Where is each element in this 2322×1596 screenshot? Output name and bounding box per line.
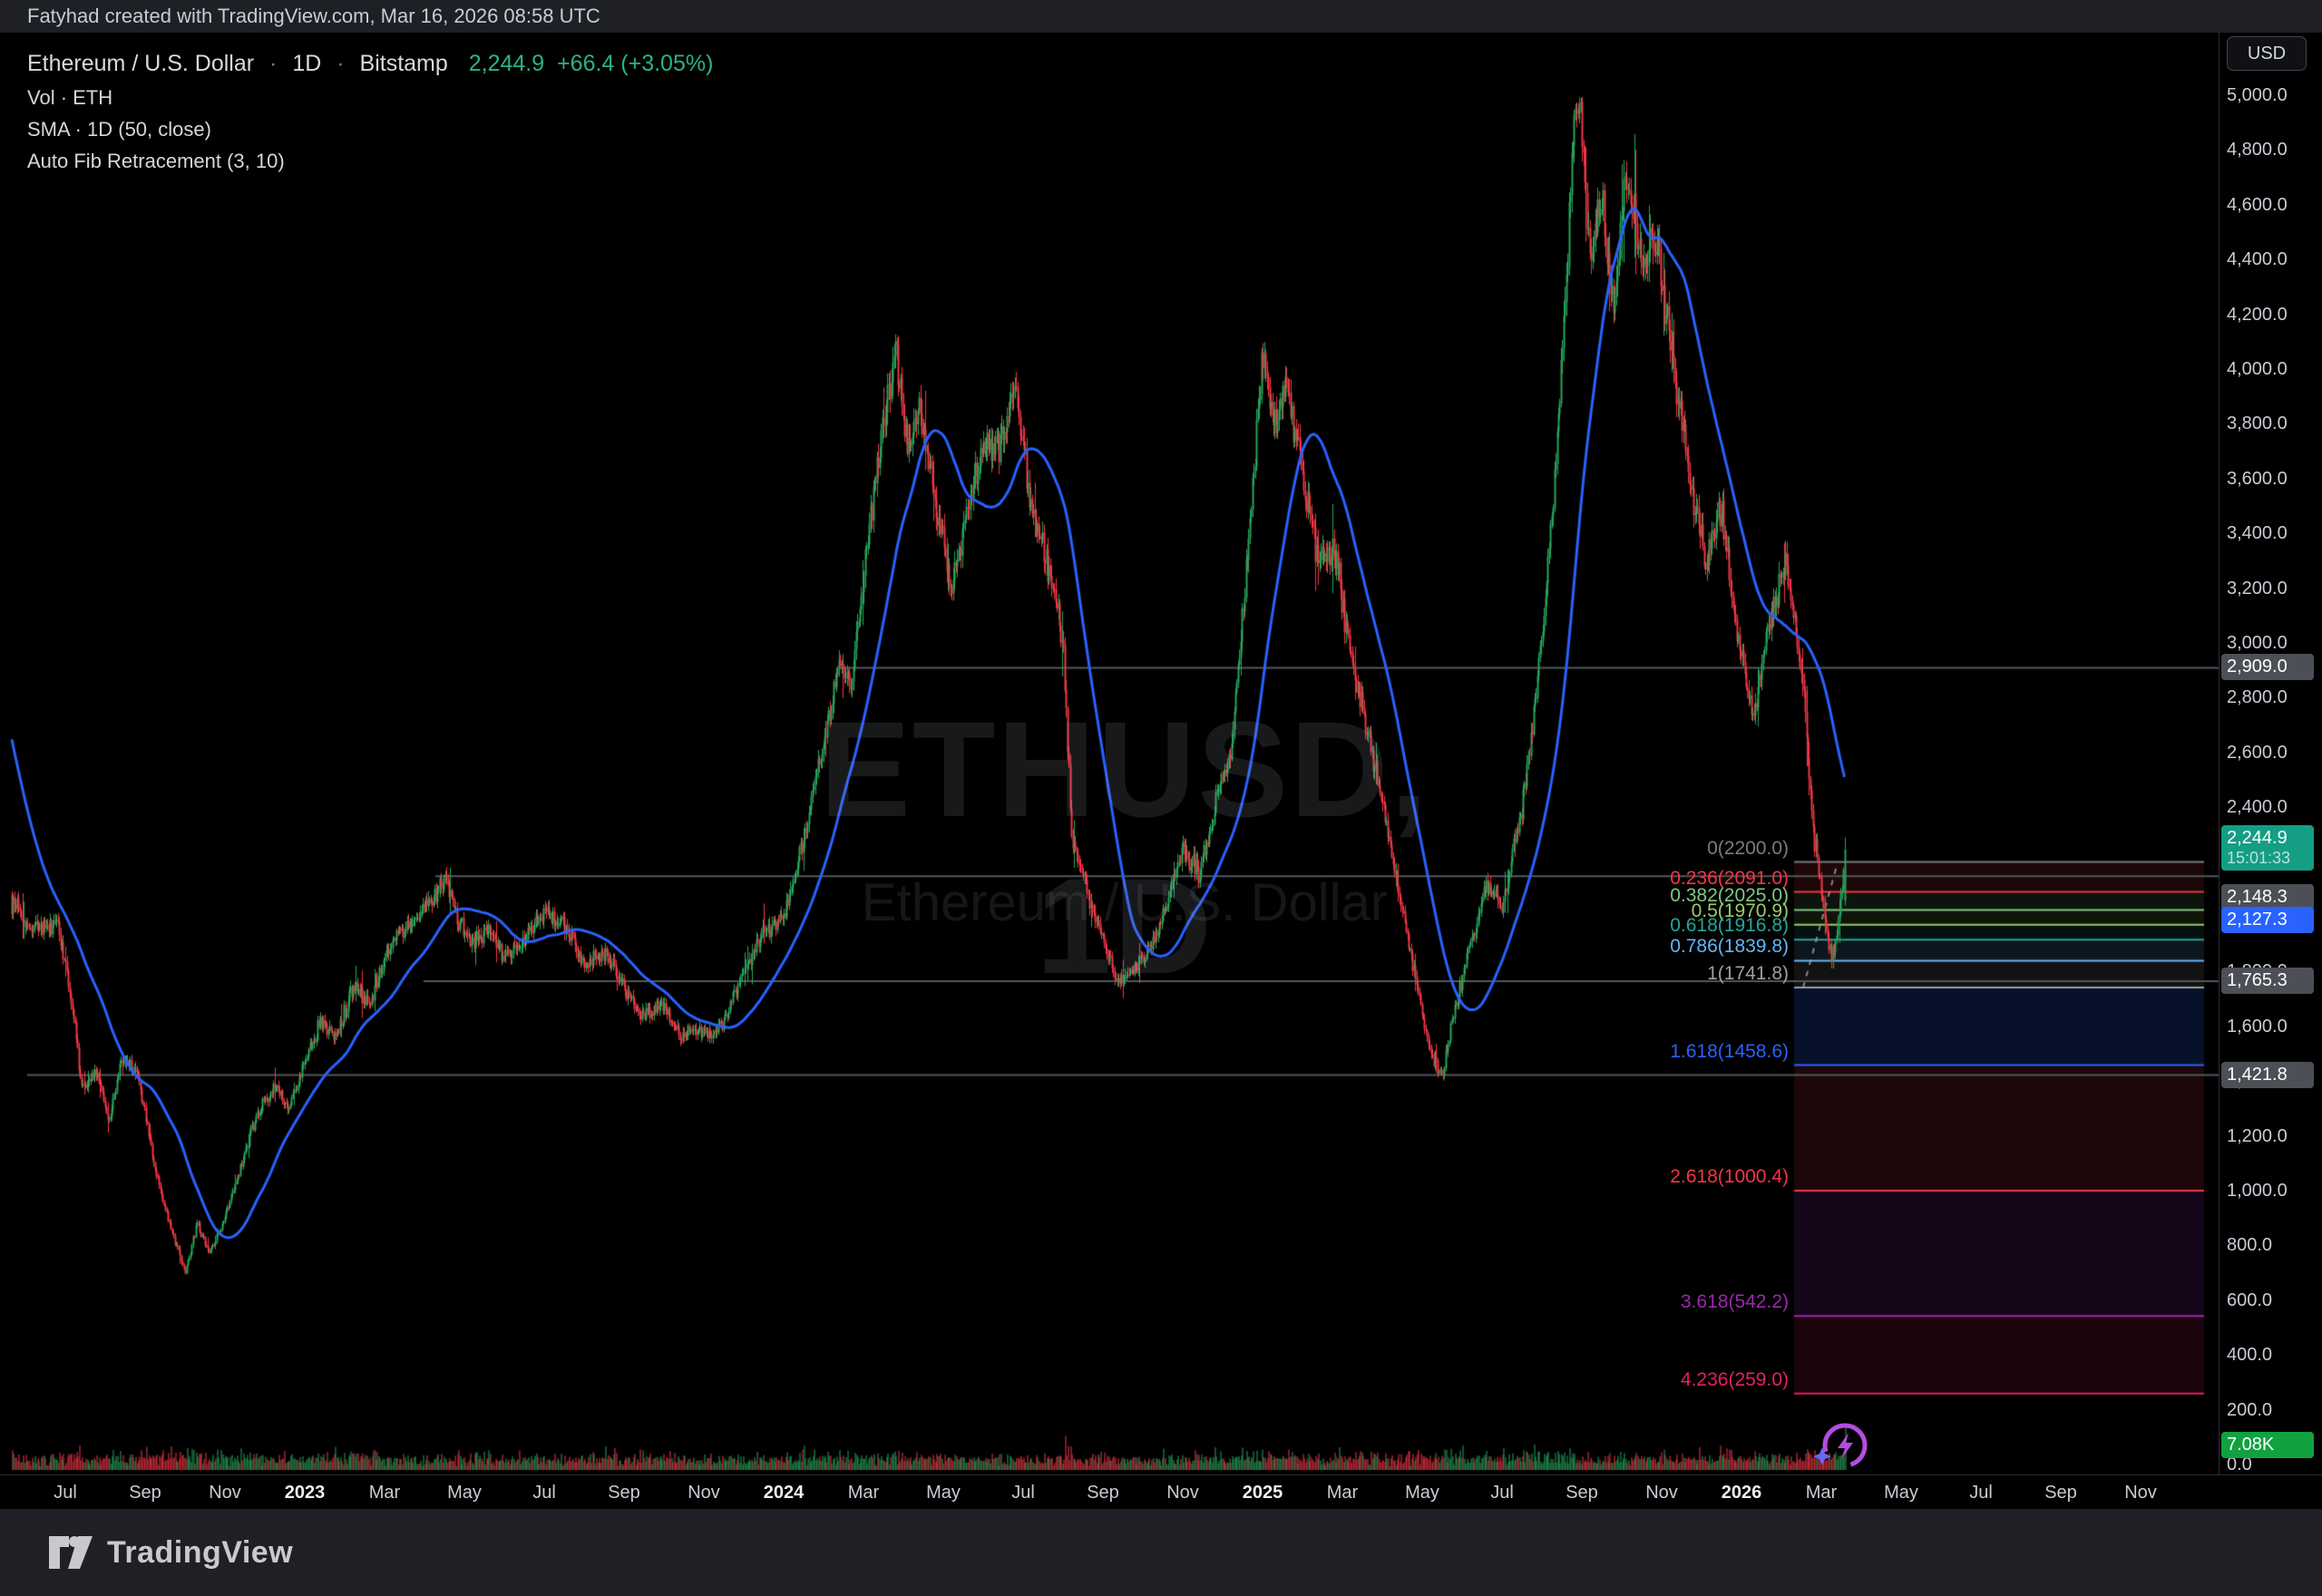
price-tick-label: 3,400.0 <box>2227 523 2288 544</box>
time-tick-label: May <box>447 1483 482 1503</box>
fib-level-label[interactable]: 2.618(1000.4) <box>1670 1165 1789 1187</box>
fib-level-label[interactable]: 0.618(1916.8) <box>1670 915 1789 937</box>
tradingview-logo-icon <box>49 1536 93 1569</box>
price-tick-label: 800.0 <box>2227 1235 2273 1256</box>
price-tick-label: 4,400.0 <box>2227 249 2288 270</box>
time-tick-label: May <box>926 1483 961 1503</box>
price-tick-label: 2,600.0 <box>2227 742 2288 763</box>
time-tick-label: Mar <box>1326 1483 1359 1503</box>
watermark-symbol: ETHUSD, 1D <box>819 693 1430 1002</box>
time-tick-label: Nov <box>1166 1483 1199 1503</box>
price-axis[interactable]: 5,000.0 4,800.0 4,600.0 4,400.0 4,200.0 4,000… <box>2219 33 2322 1474</box>
time-tick-label: Mar <box>1805 1483 1838 1503</box>
currency-toggle-button[interactable]: USD <box>2227 36 2307 71</box>
time-tick-label: Mar <box>368 1483 401 1503</box>
price-tick-label: 600.0 <box>2227 1289 2273 1310</box>
time-tick-label: Jul <box>1011 1483 1035 1503</box>
price-level-tag: 2,127.3 <box>2221 906 2314 933</box>
indicator-row-volume[interactable]: Vol · ETH <box>27 86 113 109</box>
time-tick-label: Nov <box>1645 1483 1678 1503</box>
price-level-tag: 2,909.0 <box>2221 654 2314 681</box>
price-tick-label: 3,600.0 <box>2227 468 2288 489</box>
time-tick-label: Nov <box>209 1483 241 1503</box>
time-tick-label: Sep <box>129 1483 161 1503</box>
fib-level-label[interactable]: 0(2200.0) <box>1707 837 1789 859</box>
symbol-title[interactable]: Ethereum / U.S. Dollar <box>27 51 255 76</box>
legend-separator: · <box>337 51 345 76</box>
price-tick-label: 200.0 <box>2227 1399 2273 1420</box>
price-tick-label: 5,000.0 <box>2227 85 2288 105</box>
time-tick-label: Jul <box>1490 1483 1514 1503</box>
fib-level-label[interactable]: 0.786(1839.8) <box>1670 936 1789 958</box>
symbol-legend-row[interactable]: Ethereum / U.S. Dollar · 1D · Bitstamp 2… <box>27 51 713 77</box>
time-tick-label: Sep <box>2044 1483 2077 1503</box>
time-tick-label: Sep <box>608 1483 640 1503</box>
time-tick-label: Sep <box>1566 1483 1598 1503</box>
fib-level-label[interactable]: 0.236(2091.0) <box>1670 867 1789 889</box>
price-level-tag: 1,765.3 <box>2221 967 2314 994</box>
time-tick-label: Nov <box>688 1483 720 1503</box>
attribution-text: Fatyhad created with TradingView.com, Ma… <box>27 5 600 27</box>
lightning-boost-icon[interactable] <box>1812 1422 1870 1474</box>
time-tick-label: Jul <box>532 1483 556 1503</box>
price-level-tag: 1,421.8 <box>2221 1061 2314 1088</box>
time-axis[interactable]: Jul Sep Nov 2023 Mar May Jul Sep Nov 2024 Mar May Ju… <box>0 1474 2322 1510</box>
time-tick-label: May <box>1884 1483 1918 1503</box>
time-tick-label: 2024 <box>763 1483 805 1503</box>
attribution-bar: Fatyhad created with TradingView.com, Ma… <box>0 0 2322 33</box>
last-price-tag: 2,244.9 15:01:33 <box>2221 825 2314 871</box>
price-tick-label: 4,600.0 <box>2227 194 2288 215</box>
fib-level-label[interactable]: 0.5(1970.9) <box>1691 900 1789 921</box>
time-tick-label: Jul <box>1969 1483 1993 1503</box>
legend-separator: · <box>269 51 278 76</box>
price-tick-label: 4,800.0 <box>2227 140 2288 161</box>
indicator-row-sma[interactable]: SMA · 1D (50, close) <box>27 118 211 141</box>
exchange-label[interactable]: Bitstamp <box>359 51 448 76</box>
chart-legend: Ethereum / U.S. Dollar · 1D · Bitstamp 2… <box>27 51 713 180</box>
indicator-row-autofib[interactable]: Auto Fib Retracement (3, 10) <box>27 150 285 172</box>
time-tick-label: 2025 <box>1242 1483 1283 1503</box>
time-tick-label: Sep <box>1087 1483 1119 1503</box>
fib-level-label[interactable]: 1.618(1458.6) <box>1670 1040 1789 1062</box>
price-level-tag: 7.08K <box>2221 1432 2314 1458</box>
price-tick-label: 400.0 <box>2227 1345 2273 1366</box>
price-level-tag: 2,148.3 <box>2221 884 2314 911</box>
price-tick-label: 4,200.0 <box>2227 304 2288 325</box>
time-tick-label: Jul <box>54 1483 77 1503</box>
time-tick-label: Mar <box>847 1483 880 1503</box>
tradingview-logo-text: TradingView <box>107 1534 294 1570</box>
watermark-name: Ethereum / U.S. Dollar <box>861 873 1389 932</box>
price-tick-label: 1,200.0 <box>2227 1125 2288 1146</box>
fib-level-label[interactable]: 1(1741.8) <box>1707 962 1789 984</box>
fib-level-label[interactable]: 0.382(2025.0) <box>1670 885 1789 907</box>
price-tick-label: 2,400.0 <box>2227 797 2288 818</box>
time-tick-label: May <box>1405 1483 1439 1503</box>
price-tick-label: 3,000.0 <box>2227 633 2288 653</box>
time-tick-label: 2023 <box>284 1483 326 1503</box>
price-tick-label: 1,600.0 <box>2227 1016 2288 1036</box>
price-tick-label: 0.0 <box>2227 1455 2252 1474</box>
fib-level-label[interactable]: 4.236(259.0) <box>1680 1368 1789 1390</box>
interval-label[interactable]: 1D <box>292 51 322 76</box>
price-tick-label: 2,800.0 <box>2227 687 2288 708</box>
price-tick-label: 1,000.0 <box>2227 1181 2288 1201</box>
price-tick-label: 3,800.0 <box>2227 414 2288 434</box>
last-price-quote: 2,244.9 +66.4 (+3.05%) <box>468 51 714 76</box>
bottom-toolbar: TradingView <box>0 1509 2322 1596</box>
fib-level-label[interactable]: 3.618(542.2) <box>1680 1291 1789 1313</box>
time-tick-label: Nov <box>2124 1483 2157 1503</box>
price-tick-label: 3,200.0 <box>2227 578 2288 598</box>
time-tick-label: 2026 <box>1721 1483 1762 1503</box>
tradingview-logo[interactable]: TradingView <box>47 1534 293 1571</box>
price-tick-label: 4,000.0 <box>2227 359 2288 379</box>
